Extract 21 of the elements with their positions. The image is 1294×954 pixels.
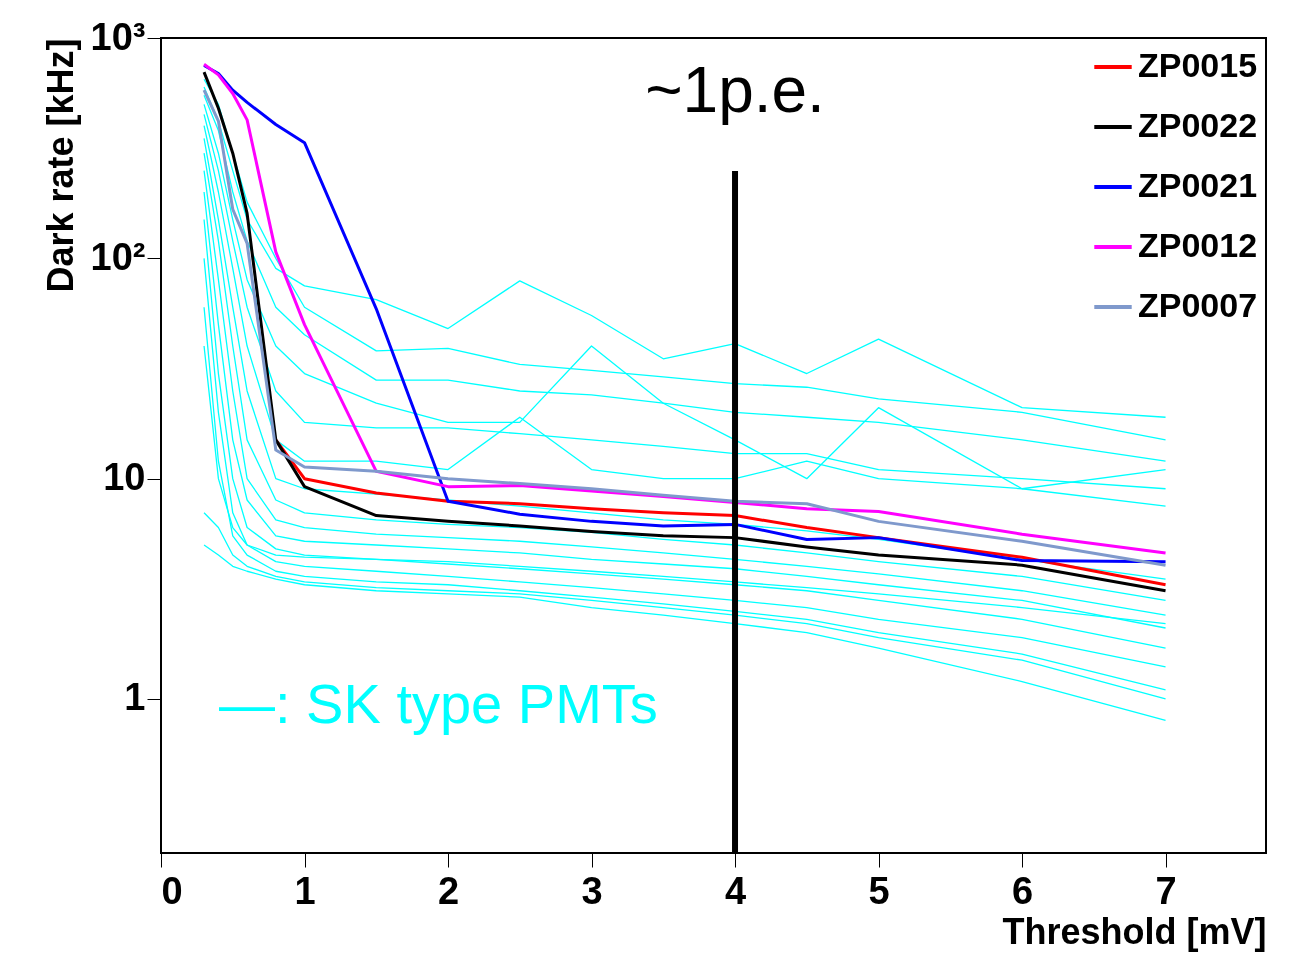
x-tick-label: 1 <box>294 869 316 912</box>
y-axis-title: Dark rate [kHz] <box>39 38 81 293</box>
annotation: —: SK type PMTs <box>219 672 658 735</box>
ref-line-label: ~1p.e. <box>645 54 825 126</box>
y-tick-label: 1 <box>124 676 146 719</box>
x-tick-label: 5 <box>868 869 890 912</box>
x-tick-label: 6 <box>1011 869 1034 912</box>
legend-label: ZP0015 <box>1138 46 1258 84</box>
legend-label: ZP0021 <box>1138 166 1258 204</box>
legend-label: ZP0007 <box>1138 286 1258 324</box>
x-axis-title: Threshold [mV] <box>1002 910 1267 952</box>
y-tick-label: 10² <box>90 235 146 278</box>
x-tick-label: 0 <box>161 869 183 912</box>
x-tick-label: 4 <box>724 869 747 912</box>
x-tick-label: 2 <box>437 869 460 912</box>
x-tick-label: 3 <box>581 869 603 912</box>
y-tick-label: 10³ <box>90 15 146 58</box>
legend-label: ZP0022 <box>1138 106 1258 144</box>
legend-label: ZP0012 <box>1138 226 1258 264</box>
x-tick-label: 7 <box>1155 869 1177 912</box>
y-tick-label: 10 <box>103 456 146 499</box>
